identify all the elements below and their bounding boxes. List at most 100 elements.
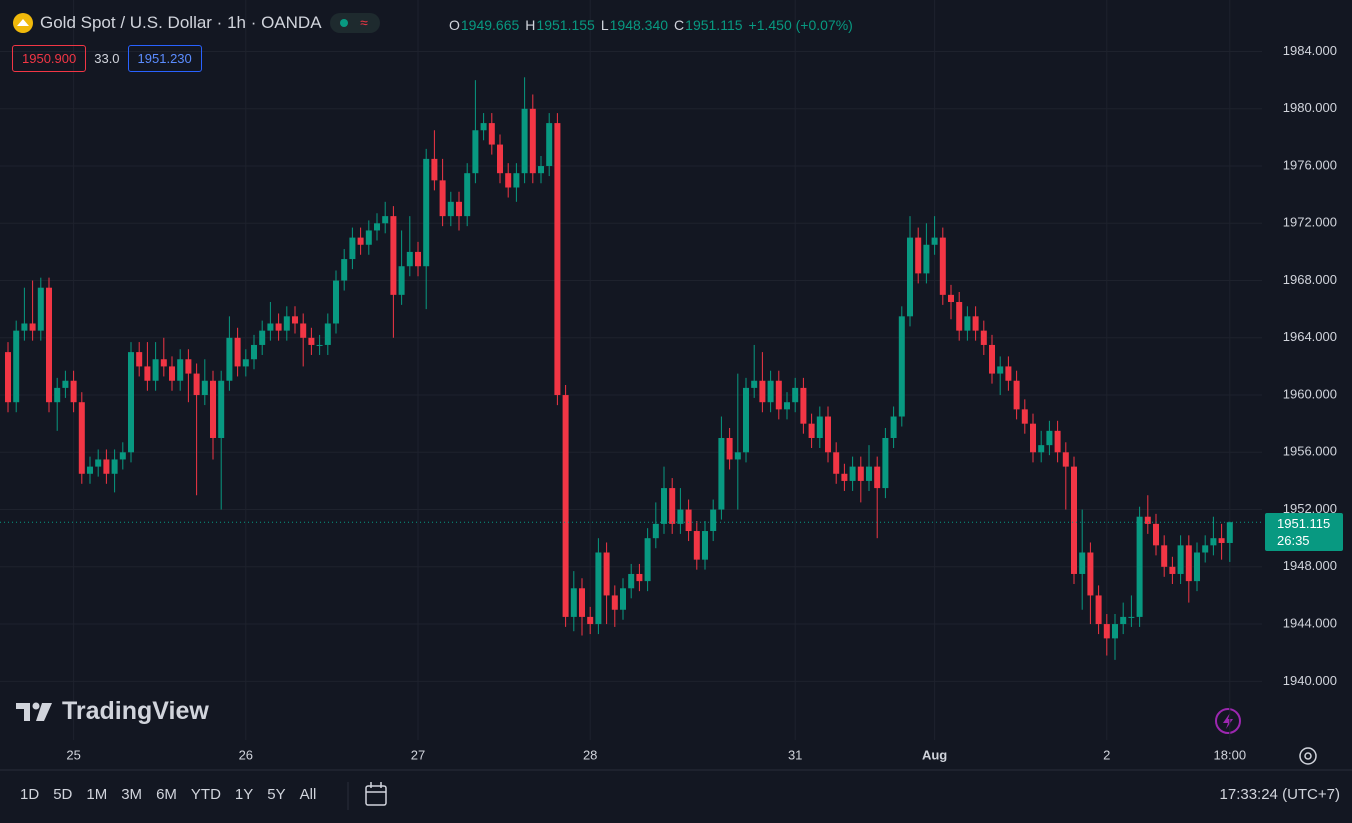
candle-body <box>21 323 28 331</box>
candle-body <box>1038 445 1045 453</box>
range-button[interactable]: 5D <box>53 786 73 803</box>
candle-body <box>283 316 290 331</box>
symbol-header: Gold Spot / U.S. Dollar · 1h · OANDA ≈ <box>12 12 384 34</box>
range-button[interactable]: All <box>299 786 317 803</box>
candle-body <box>1021 409 1028 424</box>
y-tick-label: 1948.000 <box>1283 558 1337 573</box>
range-button[interactable]: 3M <box>121 786 143 803</box>
lightning-icon[interactable] <box>1215 708 1241 734</box>
candle-body <box>201 380 208 396</box>
candle-body <box>308 337 315 345</box>
candle-body <box>702 531 708 560</box>
candle-body <box>693 531 700 560</box>
range-button[interactable]: 6M <box>156 786 177 803</box>
candle-body <box>1103 624 1110 639</box>
bid-button[interactable]: 1950.900 <box>12 45 87 72</box>
candle-body <box>931 237 938 245</box>
candle-body <box>603 552 610 596</box>
range-button[interactable]: 1D <box>20 786 40 803</box>
ask-button[interactable]: 1951.230 <box>127 45 202 72</box>
range-button[interactable]: 1M <box>86 786 108 803</box>
clock: 17:33:24 (UTC+7) <box>1219 786 1340 803</box>
candle-body <box>775 380 782 410</box>
candle-body <box>956 302 963 331</box>
ohlc-value: 1949.665 <box>460 17 520 33</box>
candle-body <box>710 509 717 532</box>
candle-body <box>480 123 487 131</box>
candle-body <box>415 251 421 267</box>
candle-body <box>234 337 241 367</box>
candle-body <box>857 466 864 481</box>
ohlc-value: 1948.340 <box>609 17 669 33</box>
y-tick-label: 1964.000 <box>1283 329 1337 344</box>
y-tick-label: 1956.000 <box>1283 444 1337 459</box>
candle-body <box>1054 430 1061 453</box>
x-tick-label: 26 <box>239 747 253 762</box>
candle-body <box>505 173 512 188</box>
y-tick-label: 1952.000 <box>1283 501 1337 516</box>
range-button[interactable]: 1Y <box>234 786 254 803</box>
candle-body <box>292 316 298 324</box>
candle-body <box>324 323 331 345</box>
candle-body <box>816 416 823 438</box>
candle-body <box>1095 595 1102 625</box>
candle-body <box>193 373 200 396</box>
range-buttons: 1D 5D 1M 3M 6M YTD 1Y 5Y All <box>20 786 316 803</box>
candle-body <box>333 280 339 324</box>
range-button[interactable]: 5Y <box>267 786 286 803</box>
candle-body <box>669 488 676 524</box>
x-tick-label: 2 <box>1103 747 1110 762</box>
candle-body <box>546 123 553 167</box>
candle-body <box>152 359 159 381</box>
candle-body <box>849 466 856 481</box>
candle-body <box>767 380 774 403</box>
candle-body <box>980 330 987 345</box>
brand: TradingView <box>16 697 209 726</box>
range-button[interactable]: YTD <box>190 786 221 803</box>
candle-body <box>1120 616 1127 625</box>
quote-panel: 1950.900 33.0 1951.230 <box>12 45 202 72</box>
x-tick-label: 31 <box>788 747 802 762</box>
candle-body <box>915 237 922 274</box>
candle-body <box>1005 366 1012 381</box>
candle-body <box>521 108 528 174</box>
price-tag: 1951.115 26:35 <box>1265 513 1343 551</box>
candle-body <box>259 330 266 345</box>
settings-icon[interactable] <box>1299 747 1317 765</box>
candle-body <box>759 380 766 403</box>
candle-body <box>472 130 479 174</box>
candle-body <box>841 473 848 481</box>
status-toggle[interactable]: ≈ <box>328 12 384 34</box>
candle-body <box>1013 380 1020 410</box>
y-tick-label: 1976.000 <box>1283 157 1337 172</box>
candle-body <box>177 359 184 381</box>
candle-body <box>1046 430 1053 446</box>
candle-body <box>964 316 971 331</box>
symbol-title[interactable]: Gold Spot / U.S. Dollar · 1h · OANDA <box>40 13 322 32</box>
candle-body <box>95 459 102 467</box>
candle-body <box>579 588 585 617</box>
candle-body <box>734 452 741 460</box>
ohlc-value: 1951.155 <box>536 17 595 33</box>
y-tick-label: 1984.000 <box>1283 43 1337 58</box>
candle-body <box>1210 538 1217 546</box>
price-tag-countdown: 26:35 <box>1277 533 1310 548</box>
candle-body <box>1202 545 1209 553</box>
date-range-icon[interactable] <box>365 782 387 806</box>
candle-body <box>390 216 397 295</box>
grid <box>0 0 1262 740</box>
candle-body <box>382 216 389 224</box>
x-tick-label: 25 <box>66 747 80 762</box>
candle-body <box>185 359 192 374</box>
candle-body <box>661 488 667 524</box>
candle-body <box>46 287 52 403</box>
candle-body <box>743 387 749 453</box>
candle-body <box>275 323 282 331</box>
candle-body <box>644 538 651 582</box>
ohlc-label: C <box>674 17 685 33</box>
y-tick-label: 1940.000 <box>1283 673 1337 688</box>
candle-body <box>341 259 348 281</box>
candle-body <box>1144 516 1151 524</box>
candle-body <box>907 237 913 317</box>
